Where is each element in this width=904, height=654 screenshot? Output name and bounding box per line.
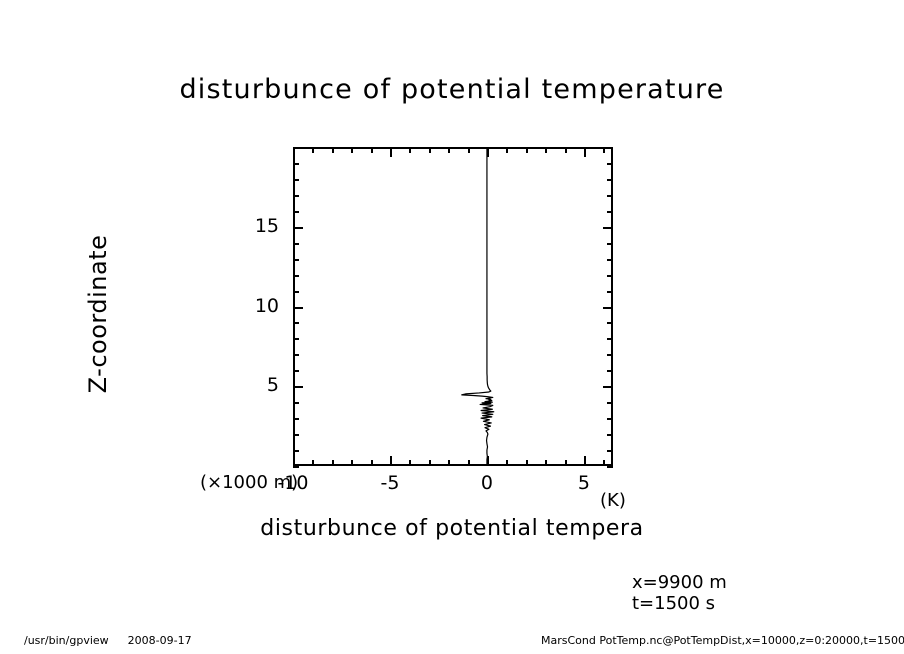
x-minor-tick-top xyxy=(409,147,412,153)
x-minor-tick xyxy=(370,460,373,466)
x-minor-tick-top xyxy=(525,147,528,153)
y-axis-unit-label: (×1000 m) xyxy=(200,472,299,493)
x-minor-tick-top xyxy=(331,147,334,153)
footer-data-source: MarsCond PotTemp.nc@PotTempDist,x=10000,… xyxy=(541,634,904,647)
footer-command: /usr/bin/gpview xyxy=(24,634,109,647)
x-major-tick-top xyxy=(583,147,586,157)
x-minor-tick xyxy=(409,460,412,466)
x-minor-tick xyxy=(351,460,354,466)
y-tick-label: 15 xyxy=(254,214,279,237)
data-curve xyxy=(461,147,495,466)
y-minor-tick-right xyxy=(607,147,613,149)
y-minor-tick-right xyxy=(607,466,613,468)
y-minor-tick-right xyxy=(607,210,613,213)
y-minor-tick-right xyxy=(607,274,613,277)
y-minor-tick xyxy=(293,242,299,245)
y-major-tick-right xyxy=(603,386,613,389)
y-minor-tick xyxy=(293,178,299,181)
y-axis-title: Z-coordinate xyxy=(84,234,112,394)
x-tick-label: 5 xyxy=(577,472,590,494)
x-minor-tick-top xyxy=(545,147,548,153)
plot-canvas xyxy=(293,147,613,466)
x-major-tick xyxy=(486,456,489,466)
y-minor-tick xyxy=(293,290,299,293)
x-minor-tick xyxy=(525,460,528,466)
y-minor-tick xyxy=(293,354,299,357)
y-minor-tick xyxy=(293,322,299,325)
x-minor-tick xyxy=(428,460,431,466)
y-minor-tick xyxy=(293,274,299,277)
x-tick-label: 0 xyxy=(480,472,493,494)
x-minor-tick xyxy=(564,460,567,466)
x-major-tick xyxy=(389,456,392,466)
x-minor-tick-top xyxy=(351,147,354,153)
y-minor-tick-right xyxy=(607,434,613,437)
y-minor-tick-right xyxy=(607,290,613,293)
x-minor-tick-top xyxy=(448,147,451,153)
page-title: disturbunce of potential temperature xyxy=(179,74,725,105)
y-minor-tick xyxy=(293,162,299,165)
y-minor-tick-right xyxy=(607,338,613,341)
x-minor-tick-top xyxy=(564,147,567,153)
y-major-tick xyxy=(293,226,303,229)
y-minor-tick-right xyxy=(607,322,613,325)
y-tick-label: 5 xyxy=(266,374,279,397)
x-major-tick-top xyxy=(486,147,489,157)
x-axis-unit-label: (K) xyxy=(600,490,626,511)
y-minor-tick xyxy=(293,338,299,341)
footer-date: 2008-09-17 xyxy=(127,634,192,647)
x-tick-label: -5 xyxy=(380,472,400,494)
y-minor-tick xyxy=(293,450,299,453)
x-major-tick-top xyxy=(389,147,392,157)
x-minor-tick-top xyxy=(506,147,509,153)
x-major-tick xyxy=(293,456,295,466)
y-minor-tick-right xyxy=(607,178,613,181)
y-major-tick xyxy=(293,386,303,389)
x-minor-tick-top xyxy=(467,147,470,153)
x-minor-tick-top xyxy=(370,147,373,153)
x-minor-tick-top xyxy=(312,147,315,153)
plot-annotations: x=9900 m t=1500 s xyxy=(632,572,727,614)
x-minor-tick xyxy=(506,460,509,466)
y-minor-tick xyxy=(293,418,299,421)
y-minor-tick xyxy=(293,194,299,197)
y-minor-tick-right xyxy=(607,370,613,373)
y-minor-tick xyxy=(293,210,299,213)
y-minor-tick-right xyxy=(607,402,613,405)
x-major-tick xyxy=(583,456,586,466)
y-minor-tick-right xyxy=(607,450,613,453)
annotation-x-position: x=9900 m xyxy=(632,572,727,593)
x-minor-tick-top xyxy=(603,147,606,153)
y-minor-tick xyxy=(293,402,299,405)
y-minor-tick-right xyxy=(607,194,613,197)
y-minor-tick xyxy=(293,466,299,468)
y-minor-tick-right xyxy=(607,242,613,245)
x-minor-tick xyxy=(448,460,451,466)
x-minor-tick xyxy=(467,460,470,466)
y-tick-label: 10 xyxy=(254,294,279,317)
y-minor-tick xyxy=(293,147,299,149)
y-minor-tick xyxy=(293,258,299,261)
x-tick-label: -10 xyxy=(277,472,309,494)
y-minor-tick xyxy=(293,370,299,373)
x-minor-tick-top xyxy=(428,147,431,153)
y-minor-tick-right xyxy=(607,354,613,357)
y-minor-tick-right xyxy=(607,258,613,261)
x-minor-tick xyxy=(312,460,315,466)
y-major-tick-right xyxy=(603,226,613,229)
y-minor-tick-right xyxy=(607,162,613,165)
x-minor-tick xyxy=(603,460,606,466)
y-minor-tick-right xyxy=(607,418,613,421)
x-minor-tick xyxy=(545,460,548,466)
x-axis-title: disturbunce of potential tempera xyxy=(260,516,644,541)
annotation-time: t=1500 s xyxy=(632,593,716,614)
y-major-tick xyxy=(293,306,303,309)
x-minor-tick xyxy=(331,460,334,466)
footer-command-info: /usr/bin/gpview 2008-09-17 xyxy=(24,634,192,647)
y-minor-tick xyxy=(293,434,299,437)
y-major-tick-right xyxy=(603,306,613,309)
x-major-tick-top xyxy=(293,147,295,157)
